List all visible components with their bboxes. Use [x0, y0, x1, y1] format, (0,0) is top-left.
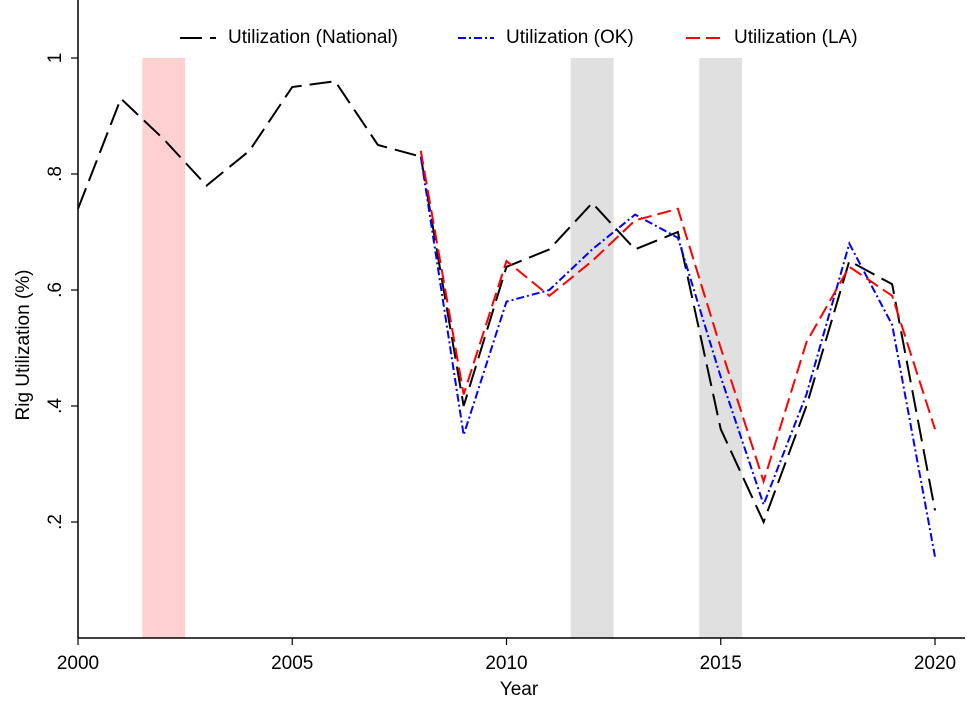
legend-item: Utilization (National) — [180, 27, 398, 48]
y-tick-label: .4 — [45, 398, 66, 414]
x-tick-label: 2000 — [57, 653, 99, 674]
x-tick-label: 2020 — [914, 653, 956, 674]
y-axis-title: Rig Utilization (%) — [13, 270, 34, 421]
x-tick-label: 2015 — [700, 653, 742, 674]
legend-label: Utilization (OK) — [506, 27, 634, 48]
y-tick-label: 1 — [45, 53, 66, 64]
shaded-region — [142, 58, 186, 638]
series-line — [77, 80, 936, 525]
x-axis-title: Year — [500, 679, 539, 700]
legend-label: Utilization (National) — [228, 27, 398, 48]
y-tick-label: .6 — [45, 282, 66, 298]
shaded-region — [570, 58, 614, 638]
legend-label: Utilization (LA) — [734, 27, 858, 48]
series-line — [419, 156, 936, 557]
x-tick-label: 2010 — [485, 653, 527, 674]
y-tick-label: .2 — [45, 514, 66, 530]
x-tick-label: 2005 — [271, 653, 313, 674]
legend-item: Utilization (OK) — [458, 27, 634, 48]
series-line — [419, 150, 936, 485]
y-tick-label: .8 — [45, 166, 66, 182]
legend-item: Utilization (LA) — [686, 27, 858, 48]
